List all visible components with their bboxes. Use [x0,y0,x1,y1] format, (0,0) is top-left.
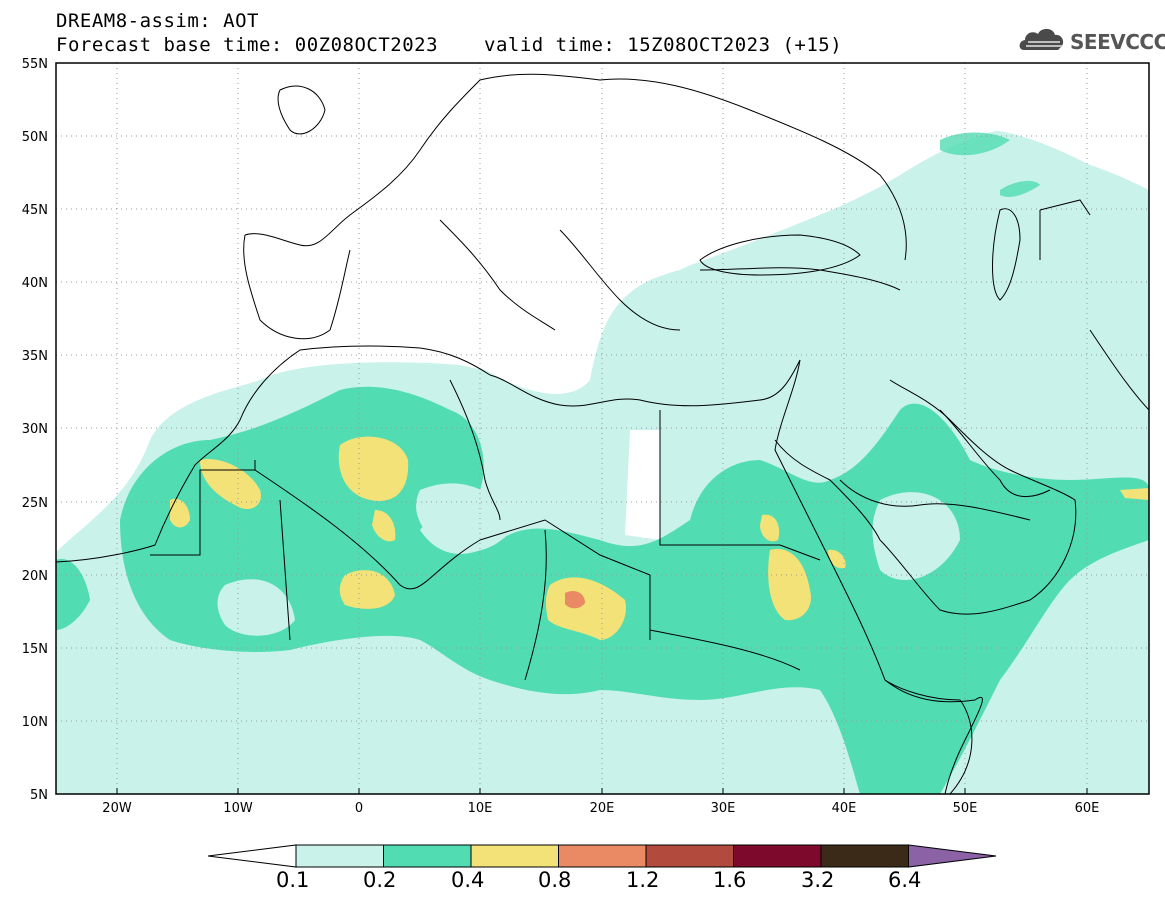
lon-label: 40E [832,801,857,816]
colorbar-label: 3.2 [801,868,835,892]
aot-level-0.4b [339,570,395,609]
colorbar-label: 1.2 [626,868,660,892]
colorbar-segment [645,844,734,868]
lat-label: 20N [22,569,48,584]
lon-label: 30E [711,801,736,816]
lon-label: 60E [1075,801,1100,816]
lat-label: 25N [22,496,48,511]
colorbar-label: 6.4 [888,868,922,892]
lon-label: 20E [590,801,615,816]
colorbar-segment [558,844,647,868]
lat-label: 10N [22,715,48,730]
colorbar-low-arrow [207,844,297,868]
lat-label: 45N [22,203,48,218]
lat-label: 30N [22,422,48,437]
lon-label: 50E [953,801,978,816]
cloud-logo-icon [1019,28,1064,50]
lat-label: 50N [22,130,48,145]
seevccc-logo: SEEVCCC [1018,24,1165,58]
colorbar-segment [733,844,822,868]
longitude-labels: 20W 10W 0 10E 20E 30E 40E 50E 60E [102,801,1099,816]
lon-label: 20W [102,801,132,816]
valid-time: valid time: 15Z08OCT2023 (+15) [484,34,843,56]
colorbar-label: 0.4 [451,868,485,892]
aot-level-0.8 [565,591,585,609]
logo-text: SEEVCCC [1070,30,1165,54]
colorbar-segment [470,844,559,868]
lon-label: 10E [468,801,493,816]
coastlines [56,73,1149,794]
base-time: Forecast base time: 00Z08OCT2023 [56,34,439,56]
model-title: DREAM8-assim: AOT [56,10,259,32]
graticule [56,63,1149,794]
colorbar-label: 0.8 [538,868,572,892]
lat-label: 55N [22,57,48,72]
lat-label: 5N [30,788,48,803]
colorbar-segment [383,844,472,868]
colorbar [207,844,997,868]
colorbar-high-arrow [908,844,997,868]
colorbar-label: 0.2 [363,868,397,892]
lat-label: 15N [22,642,48,657]
latitude-labels: 55N 50N 45N 40N 35N 30N 25N 20N 15N 10N … [22,57,48,803]
aot-level-0.4a [338,436,409,501]
colorbar-label: 1.6 [713,868,747,892]
aot-level-0.4d [768,549,811,621]
lat-label: 35N [22,349,48,364]
aot-field [56,63,1149,794]
colorbar-segment [820,844,909,868]
lon-label: 0 [355,801,363,816]
colorbar-label: 0.1 [276,868,310,892]
lon-label: 10W [223,801,253,816]
colorbar-segment [295,844,384,868]
lat-label: 40N [22,276,48,291]
